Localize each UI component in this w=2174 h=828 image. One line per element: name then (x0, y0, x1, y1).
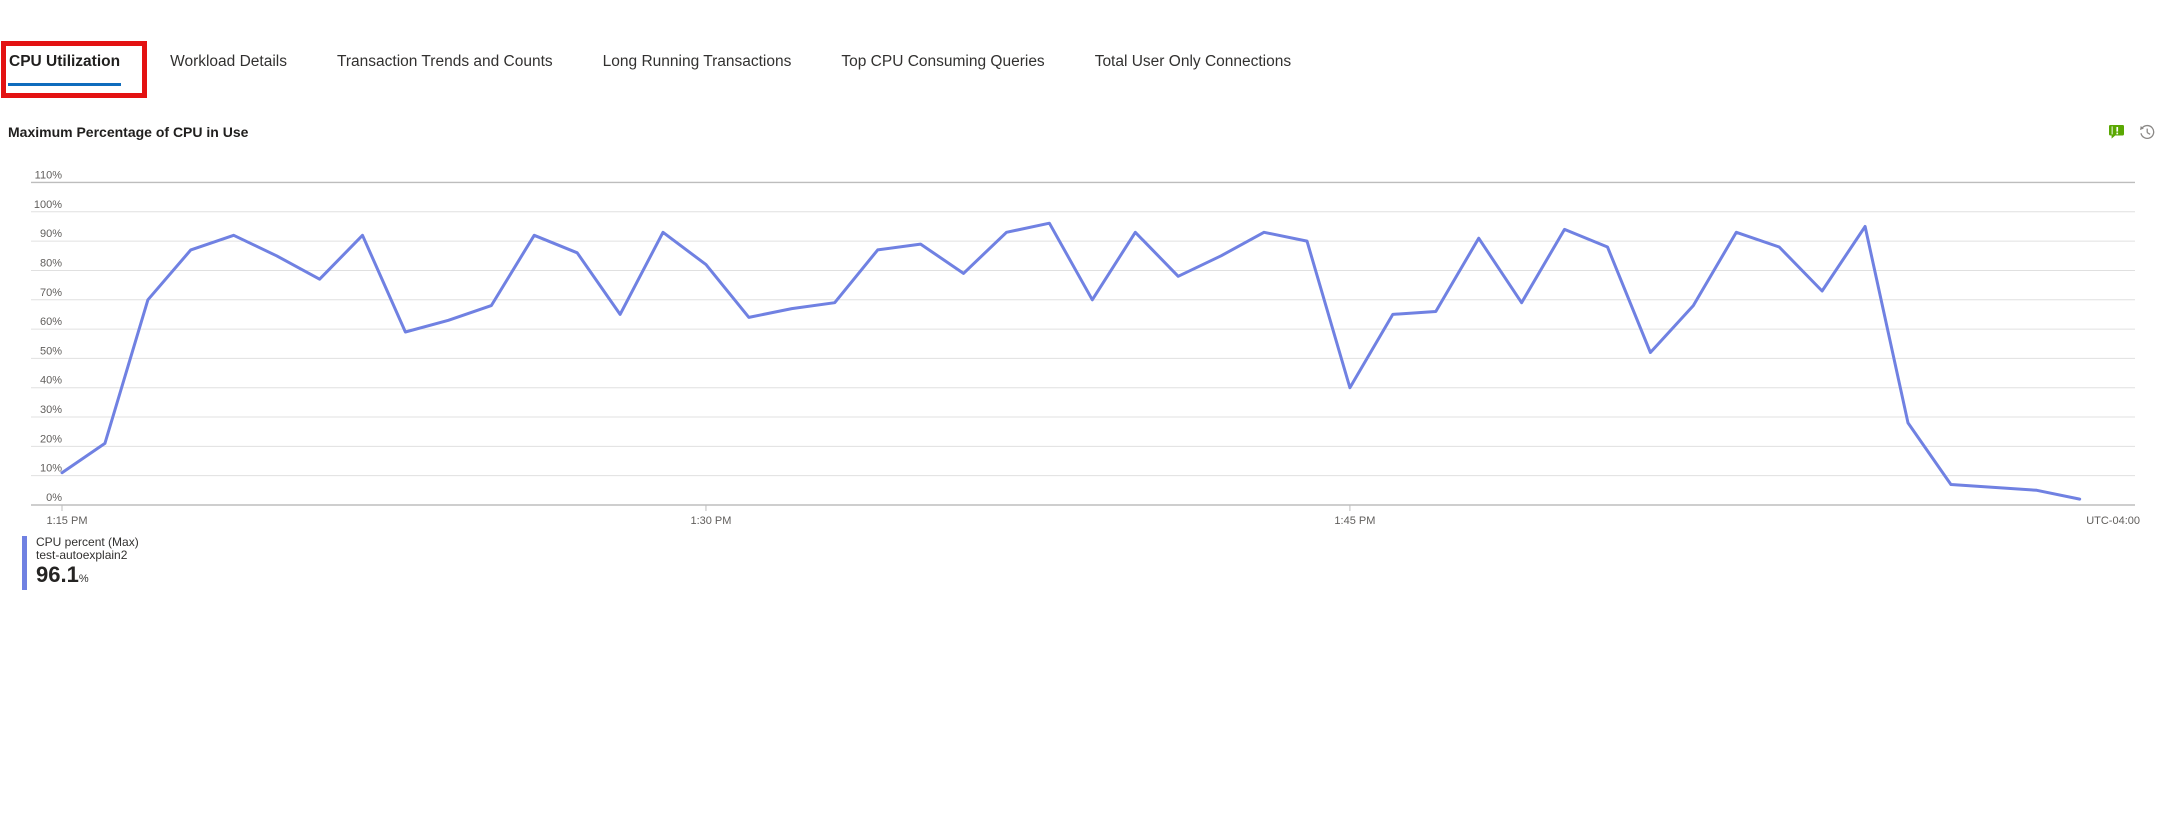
svg-text:1:30 PM: 1:30 PM (690, 515, 731, 527)
chart-header: Maximum Percentage of CPU in Use (8, 118, 2156, 146)
svg-text:30%: 30% (40, 404, 62, 416)
svg-text:110%: 110% (35, 169, 63, 181)
tab-transaction-trends-and-counts[interactable]: Transaction Trends and Counts (336, 40, 554, 86)
feedback-icon[interactable] (2107, 123, 2125, 141)
legend-unit: % (78, 573, 89, 585)
svg-text:1:45 PM: 1:45 PM (1334, 515, 1375, 527)
chart-title: Maximum Percentage of CPU in Use (8, 124, 249, 140)
tab-total-user-only-connections[interactable]: Total User Only Connections (1094, 40, 1292, 86)
legend-max-value: 96.1% (36, 564, 139, 590)
legend-resource-label: test-autoexplain2 (36, 548, 128, 562)
history-icon[interactable] (2138, 123, 2156, 141)
svg-text:0%: 0% (46, 492, 62, 504)
svg-text:90%: 90% (40, 228, 62, 240)
legend-color-bar (22, 536, 27, 590)
tab-long-running-transactions[interactable]: Long Running Transactions (602, 40, 793, 86)
chart-header-icons (2107, 123, 2156, 141)
y-axis-labels: 0% 10% 20% 30% 40% 50% 60% 70% 80% 90% 100% 110% (34, 169, 62, 504)
legend-metric-label: CPU percent (Max) (36, 535, 139, 549)
svg-text:100%: 100% (34, 199, 62, 211)
svg-text:1:15 PM: 1:15 PM (47, 515, 88, 527)
tab-top-cpu-consuming-queries[interactable]: Top CPU Consuming Queries (840, 40, 1045, 86)
svg-text:50%: 50% (40, 345, 62, 357)
tab-cpu-utilization[interactable]: CPU Utilization (8, 40, 122, 86)
svg-text:40%: 40% (40, 375, 62, 387)
pivot-tabbar: CPU Utilization Workload Details Transacti… (8, 40, 1292, 86)
svg-text:10%: 10% (40, 463, 62, 475)
svg-text:20%: 20% (40, 433, 62, 445)
tab-workload-details[interactable]: Workload Details (169, 40, 288, 86)
svg-text:70%: 70% (40, 287, 62, 299)
utc-offset-label: UTC-04:00 (2086, 515, 2140, 527)
cpu-percent-line (60, 221, 2082, 501)
y-gridlines (31, 181, 2135, 506)
cpu-chart[interactable]: 0% 10% 20% 30% 40% 50% 60% 70% 80% 90% 100% 110% 1:1… (0, 0, 2174, 560)
x-axis-labels: 1:15 PM 1:30 PM 1:45 PM (47, 515, 1376, 527)
svg-text:80%: 80% (40, 257, 62, 269)
svg-text:60%: 60% (40, 316, 62, 328)
x-axis-ticks (61, 505, 1351, 511)
legend-value-number: 96.1 (36, 562, 79, 587)
legend-item-cpu-percent[interactable]: CPU percent (Max) test-autoexplain2 96.1… (22, 536, 139, 590)
